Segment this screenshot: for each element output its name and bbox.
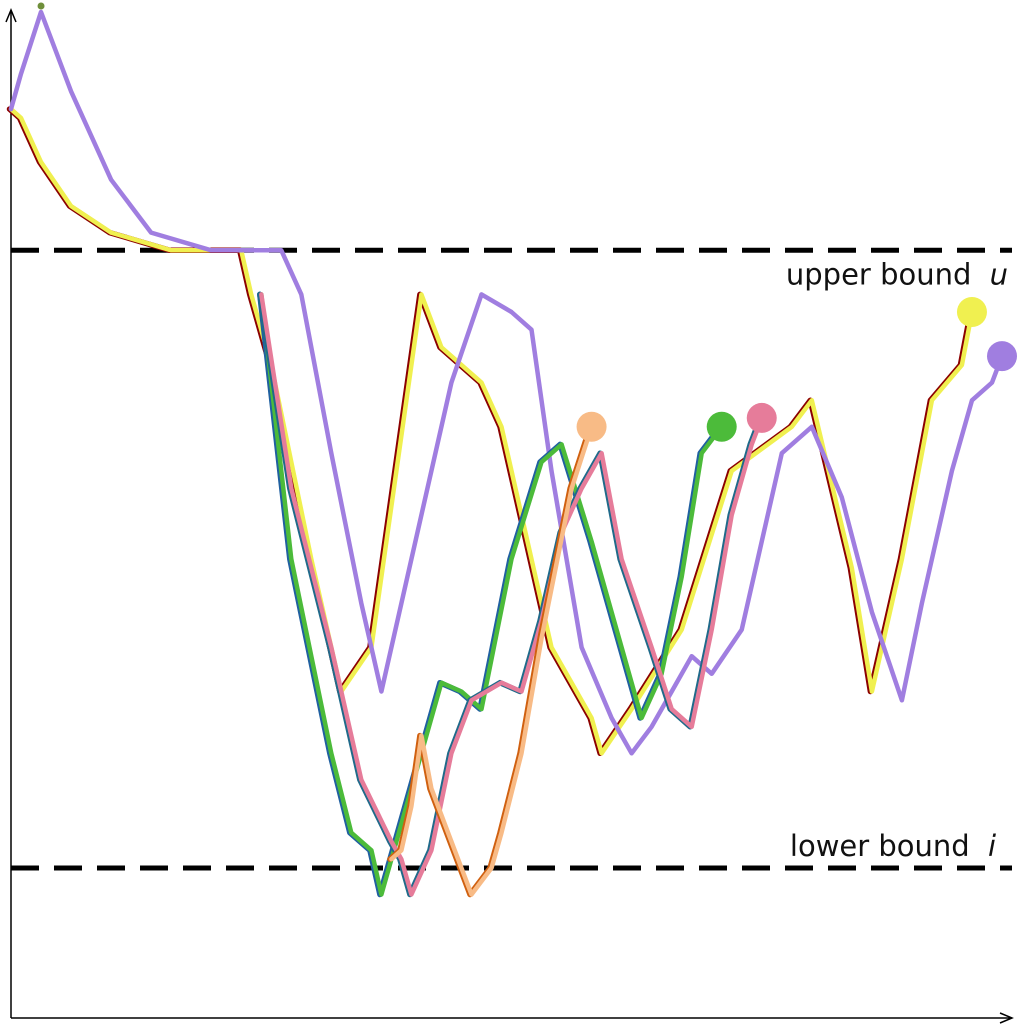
series-4 [257,291,777,898]
lower-bound-label: lower bound i [790,829,996,863]
annotations: upper bound u lower bound i [786,257,1008,863]
series-3-line [259,292,724,897]
series-3-edge [257,291,723,898]
y-axis-arrow [5,8,17,23]
series-2-start-marker [37,2,45,10]
series-2-line [8,9,1005,756]
lower-bound-symbol: i [988,829,996,863]
series-3 [257,291,737,898]
lower-bound-text: lower bound [790,829,970,863]
series-1-line [8,106,975,756]
upper-bound-symbol: u [990,257,1008,291]
series-2 [8,2,1017,756]
x-axis-arrow [999,1012,1014,1024]
series-5-end-marker [576,411,607,442]
series-1 [6,106,987,757]
series-layer [6,2,1017,898]
series-5-line [389,424,594,897]
series-4-end-marker [746,402,777,433]
axes [5,8,1014,1024]
bounds-layer [11,247,1012,871]
series-3-end-marker [706,411,737,442]
series-4-line [259,292,765,897]
series-1-end-marker [956,297,987,328]
series-5 [387,411,607,898]
upper-bound-text: upper bound [786,257,972,291]
upper-bound-label: upper bound u [786,257,1008,291]
series-2-end-marker [986,341,1017,372]
